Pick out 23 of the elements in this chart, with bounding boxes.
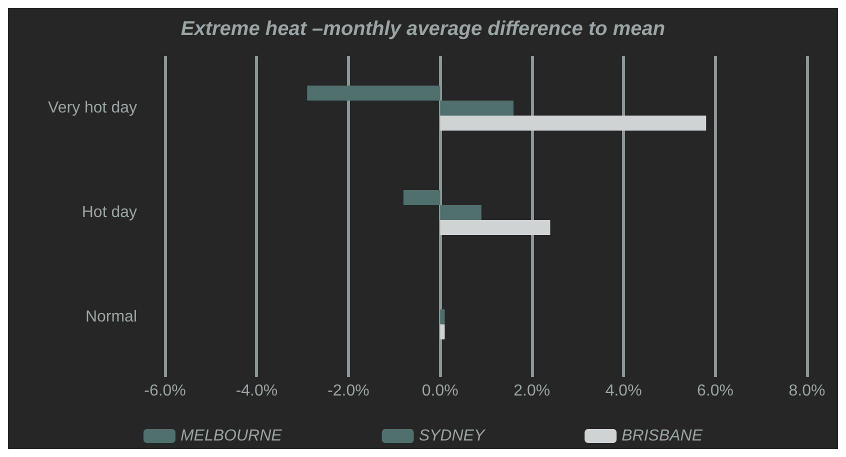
bar — [307, 86, 440, 101]
x-tick-label: -6.0% — [144, 382, 186, 400]
y-tick-label: Very hot day — [48, 100, 137, 117]
x-tick-label: 2.0% — [514, 382, 550, 400]
legend-label: SYDNEY — [418, 428, 486, 444]
y-tick-label: Hot day — [82, 204, 137, 221]
x-tick-label: -2.0% — [328, 382, 370, 400]
x-tick-label: 4.0% — [605, 382, 642, 400]
bar — [440, 116, 706, 131]
x-tick-label: 6.0% — [697, 382, 734, 400]
bar — [440, 205, 482, 220]
bar — [440, 324, 445, 340]
bar — [440, 220, 550, 235]
x-tick-label: 0.0% — [422, 382, 458, 400]
bar — [440, 100, 514, 116]
chart-title: Extreme heat –monthly average difference to mean — [180, 18, 666, 40]
legend-label: MELBOURNE — [180, 428, 282, 444]
x-tick-label: -4.0% — [236, 382, 278, 400]
bar — [440, 309, 445, 324]
bar — [403, 190, 440, 205]
legend-label: BRISBANE — [622, 428, 703, 444]
x-tick-label: 8.0% — [788, 382, 826, 400]
y-tick-label: Normal — [85, 308, 137, 326]
